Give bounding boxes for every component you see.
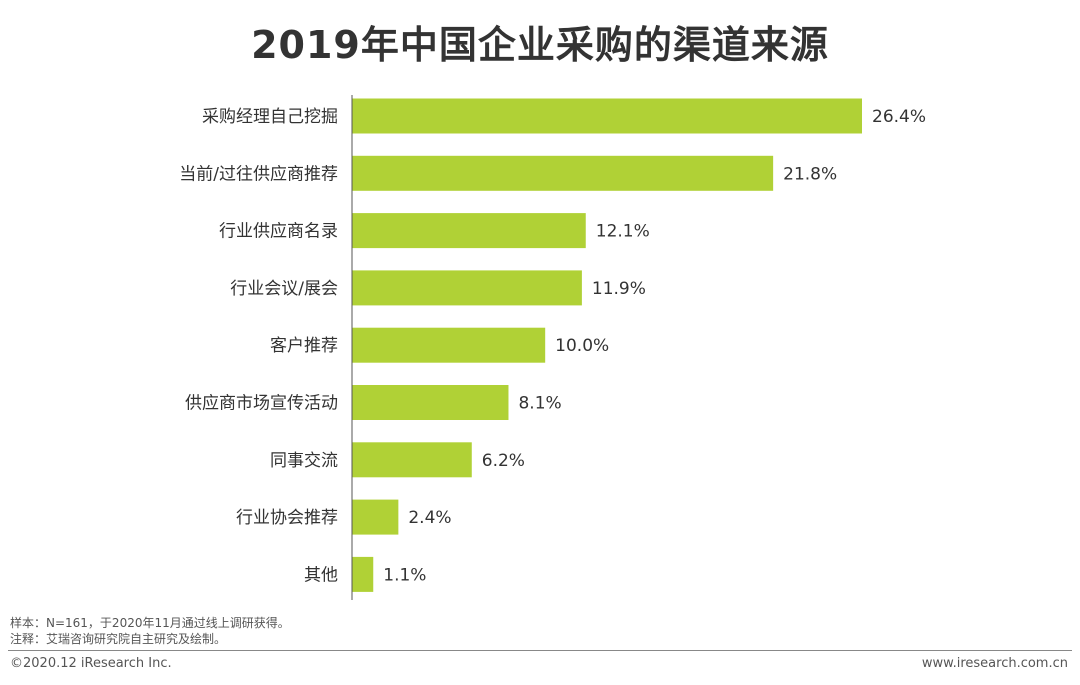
- category-label: 客户推荐: [270, 336, 338, 356]
- value-label: 12.1%: [596, 222, 650, 242]
- bar: [352, 556, 374, 592]
- category-label: 其他: [304, 565, 338, 585]
- footer-divider: [8, 650, 1072, 651]
- bar: [352, 442, 472, 478]
- value-label: 2.4%: [408, 508, 451, 528]
- value-label: 8.1%: [518, 394, 561, 414]
- category-label: 行业协会推荐: [236, 508, 338, 528]
- category-label: 同事交流: [270, 451, 338, 471]
- value-label: 26.4%: [872, 107, 926, 127]
- sample-note: 样本：N=161，于2020年11月通过线上调研获得。: [10, 616, 290, 630]
- bar: [352, 270, 582, 306]
- category-label: 行业会议/展会: [230, 279, 338, 299]
- value-label: 21.8%: [783, 164, 837, 184]
- bar: [352, 327, 546, 363]
- website-text: www.iresearch.com.cn: [921, 656, 1068, 671]
- value-label: 11.9%: [592, 279, 646, 299]
- copyright-text: ©2020.12 iResearch Inc.: [10, 656, 172, 671]
- annotation-note: 注释：艾瑞咨询研究院自主研究及绘制。: [10, 632, 227, 646]
- category-label: 行业供应商名录: [219, 222, 338, 242]
- chart-title: 2019年中国企业采购的渠道来源: [251, 23, 829, 67]
- value-label: 1.1%: [383, 565, 426, 585]
- category-label: 当前/过往供应商推荐: [179, 164, 338, 184]
- bar: [352, 213, 586, 249]
- value-label: 10.0%: [555, 336, 609, 356]
- value-label: 6.2%: [482, 451, 525, 471]
- bar: [352, 155, 774, 191]
- category-label: 供应商市场宣传活动: [185, 394, 338, 414]
- bar: [352, 385, 509, 420]
- bar: [352, 98, 862, 134]
- category-label: 采购经理自己挖掘: [202, 107, 338, 127]
- bar: [352, 499, 399, 535]
